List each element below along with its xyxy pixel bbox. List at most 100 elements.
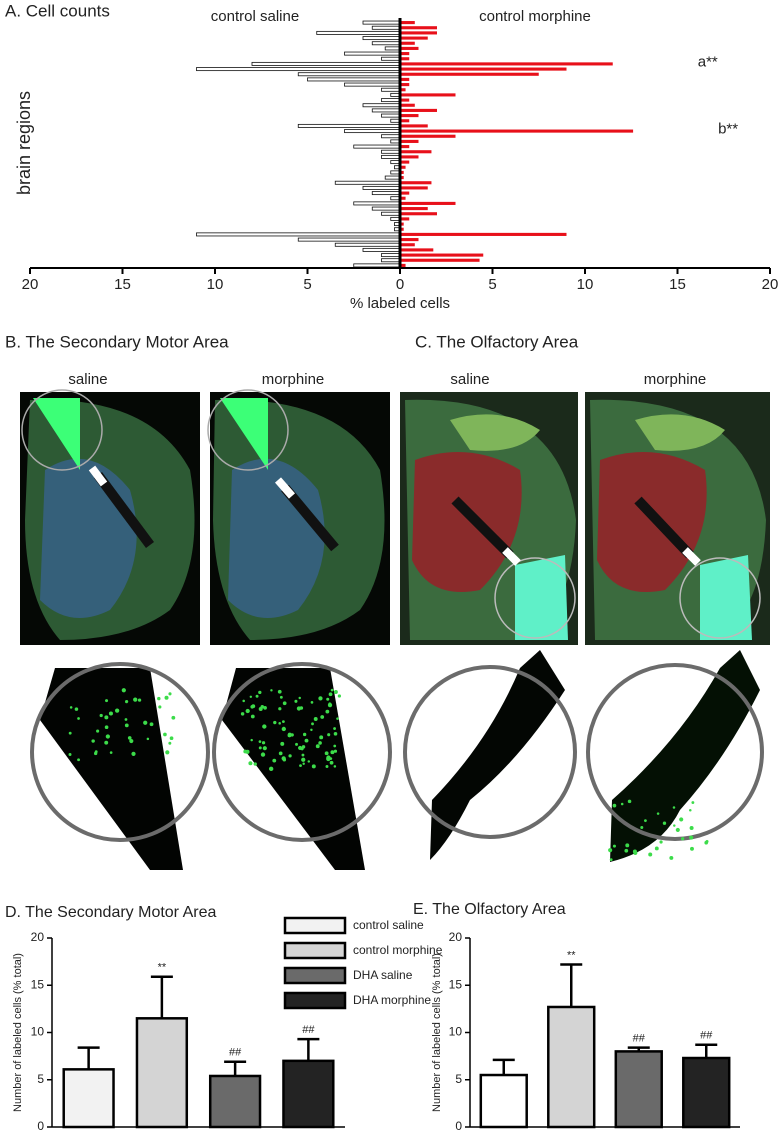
brain-image	[585, 392, 770, 645]
bar	[353, 263, 401, 268]
cell-dot	[307, 760, 311, 763]
cell-dot	[105, 734, 110, 739]
cell-dot	[104, 715, 109, 720]
x-tick-label: 10	[577, 276, 594, 293]
bar	[400, 134, 456, 138]
bar	[400, 243, 415, 247]
series-header: control saline	[211, 8, 299, 25]
y-tick-label: 20	[449, 930, 463, 944]
zoom-image	[30, 662, 210, 870]
cell-dot	[333, 727, 336, 730]
cell-dot	[258, 746, 262, 750]
cell-dot	[245, 749, 250, 754]
bar	[400, 253, 484, 257]
cell-dot	[324, 751, 329, 756]
x-tick-label: 10	[207, 276, 224, 293]
bar	[353, 144, 401, 149]
cell-dot	[279, 695, 283, 699]
bar	[400, 83, 410, 87]
cell-dot	[675, 827, 680, 832]
bar	[371, 206, 401, 211]
cell-dot	[99, 713, 103, 718]
bar	[381, 149, 401, 154]
bar	[400, 145, 410, 149]
chart-title: E. The Olfactory Area	[413, 901, 566, 918]
x-tick-label: 20	[762, 276, 779, 293]
cell-dot	[131, 751, 136, 756]
cell-dot	[255, 694, 259, 698]
cell-dot	[328, 702, 332, 706]
bar	[400, 57, 410, 61]
annotation: ##	[700, 1030, 713, 1042]
bar	[400, 67, 567, 71]
bar	[400, 88, 406, 92]
cell-dot	[669, 855, 674, 860]
cell-dot	[168, 692, 172, 696]
bar	[400, 248, 434, 252]
cell-dot	[329, 757, 333, 761]
bar	[400, 26, 437, 30]
x-tick-label: 15	[669, 276, 686, 293]
bar	[400, 77, 410, 81]
y-tick-label: 5	[455, 1072, 462, 1086]
panel-title: B. The Secondary Motor Area	[5, 332, 229, 351]
fluorescent-cells	[68, 688, 709, 862]
cell-dot	[612, 844, 616, 848]
y-tick-label: 20	[31, 930, 45, 944]
cell-dot	[681, 837, 685, 841]
bar	[62, 1068, 115, 1129]
bar	[547, 1005, 596, 1129]
bar	[381, 98, 401, 103]
cell-dot	[273, 720, 277, 725]
cell-dot	[333, 732, 338, 736]
cell-dot	[311, 764, 316, 769]
cell-dot	[104, 740, 109, 745]
bar	[297, 123, 401, 128]
x-tick-label: 0	[396, 276, 404, 293]
cell-dot	[108, 711, 113, 716]
y-tick-label: 5	[37, 1072, 44, 1086]
cell-dot	[301, 753, 305, 757]
cell-dot	[124, 723, 129, 728]
cell-dot	[96, 729, 100, 733]
cell-dot	[328, 692, 333, 697]
bar	[196, 67, 401, 72]
cell-dot	[310, 728, 313, 732]
cell-dot	[168, 741, 172, 745]
cell-dot	[253, 762, 257, 766]
x-tick-label: 5	[303, 276, 311, 293]
cell-dot	[262, 724, 267, 729]
bar	[353, 201, 401, 206]
cell-dot	[158, 705, 162, 709]
bar	[371, 25, 401, 30]
annotation: a**	[698, 53, 718, 70]
brain-image	[20, 389, 200, 645]
cell-dot	[157, 696, 161, 701]
bar	[381, 87, 401, 92]
bar	[400, 36, 428, 40]
cell-dot	[74, 707, 79, 711]
cell-dot	[672, 806, 676, 809]
cell-dot	[69, 706, 73, 709]
legend-swatch	[283, 941, 347, 960]
cell-dot	[315, 744, 320, 749]
cell-dot	[169, 736, 174, 741]
cell-dot	[250, 705, 255, 709]
brain-image	[207, 389, 390, 645]
bar	[381, 134, 401, 139]
bar	[400, 212, 437, 216]
cell-dot	[133, 697, 138, 702]
cell-dot	[333, 749, 338, 753]
legend-swatch	[283, 991, 347, 1010]
cell-dot	[143, 720, 148, 725]
bar	[384, 46, 401, 51]
cell-dot	[325, 765, 329, 769]
series-header: control morphine	[479, 8, 591, 25]
cell-dot	[165, 750, 170, 755]
cell-dot	[163, 732, 167, 737]
bar	[208, 1074, 262, 1129]
cell-dot	[242, 699, 245, 703]
cell-dot	[609, 858, 613, 862]
bar	[400, 196, 406, 200]
bar	[400, 129, 634, 133]
